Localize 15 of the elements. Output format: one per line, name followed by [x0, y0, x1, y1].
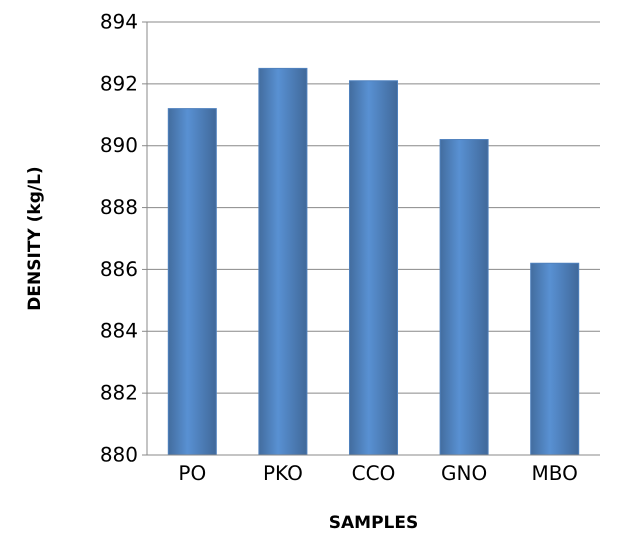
y-tick-label: 894 [100, 9, 138, 34]
x-tick-label: GNO [441, 461, 488, 485]
y-tick-label: 884 [100, 318, 138, 343]
y-tick-label: 880 [100, 442, 138, 466]
y-tick-label: 890 [100, 133, 138, 158]
y-tick-label: 888 [100, 194, 138, 219]
y-axis-title: DENSITY (kg/L) [25, 166, 45, 311]
y-tick-label: 882 [100, 380, 138, 405]
x-tick-label: MBO [532, 461, 578, 485]
x-tick-label: PO [178, 461, 206, 485]
x-tick-label: CCO [352, 461, 396, 485]
y-tick-label: 892 [100, 71, 138, 96]
x-axis-title: SAMPLES [328, 513, 418, 533]
y-tick-label: 886 [100, 256, 138, 281]
x-tick-label: PKO [262, 461, 303, 485]
